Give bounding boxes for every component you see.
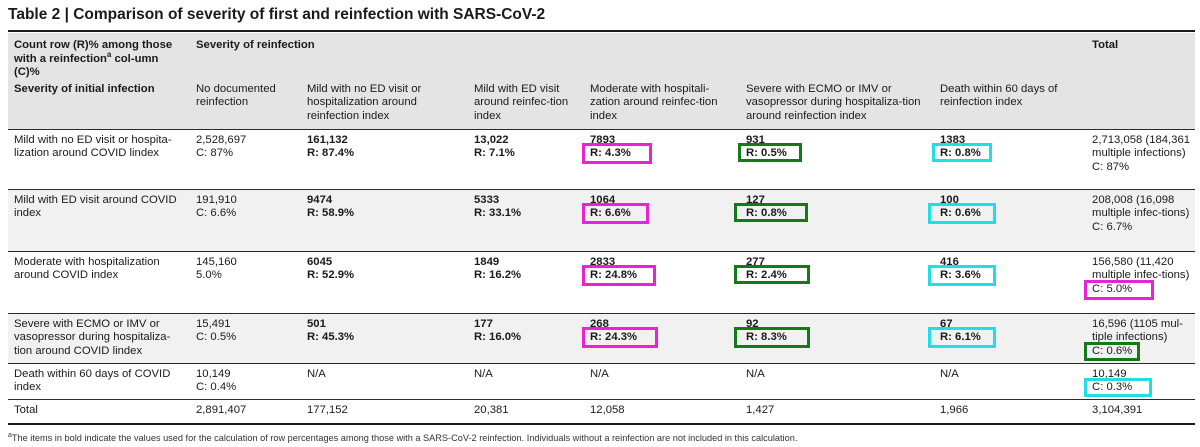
total-moderate-highlight-box — [1084, 279, 1155, 300]
col-header-no-reinfection: No documented reinfection — [190, 79, 301, 129]
cell-moderate: N/A — [584, 362, 740, 399]
moderate-highlight-box — [582, 143, 652, 164]
total-moderate: 12,058 — [584, 398, 740, 425]
cell-mild-ed: 1849 R: 16.2% — [468, 250, 584, 313]
cell-severe: 127 R: 0.8% — [734, 188, 934, 251]
cell-no-reinfection: 191,910 C: 6.6% — [190, 188, 301, 251]
col-header-total-blank — [1086, 79, 1196, 129]
table-title: Table 2 | Comparison of severity of firs… — [8, 6, 546, 23]
table-footnote: aThe items in bold indicate the values u… — [8, 431, 798, 443]
total-mild-ed: 20,381 — [468, 398, 584, 425]
severity-comparison-table: Count row (R)% among those with a reinfe… — [8, 33, 1196, 425]
cell-death: N/A — [934, 362, 1087, 399]
death-highlight-box — [928, 203, 996, 224]
cell-total: 10,149 C: 0.3% — [1084, 362, 1196, 399]
cell-total: 156,580 (11,420 multiple infec-tions) C: … — [1084, 250, 1196, 313]
totals-label: Total — [8, 398, 190, 425]
header-row-2: Severity of initial infection No documen… — [8, 79, 1196, 129]
cell-mild-no-ed: 6045 R: 52.9% — [301, 250, 468, 313]
table-row: Severe with ECMO or IMV or vasopressor d… — [8, 312, 1196, 363]
row-label: Mild with ED visit around COVID index — [8, 188, 190, 251]
cell-total: 208,008 (16,098 multiple infec-tions) C: … — [1086, 188, 1196, 251]
severe-highlight-box — [734, 327, 810, 348]
total-header: Total — [1086, 33, 1196, 80]
table-row: Mild with no ED visit or hospita-lizatio… — [8, 128, 1196, 189]
severe-highlight-box — [734, 203, 808, 222]
cell-mild-no-ed: 9474 R: 58.9% — [301, 188, 468, 251]
cell-severe: 931 R: 0.5% — [738, 128, 934, 189]
cell-no-reinfection: 10,149 C: 0.4% — [190, 362, 301, 399]
moderate-highlight-box — [582, 327, 658, 348]
cell-no-reinfection: 15,491 C: 0.5% — [190, 312, 301, 363]
cell-total: 16,596 (1105 mul-tiple infections) C: 0.6… — [1084, 312, 1196, 363]
total-no-reinfection: 2,891,407 — [190, 398, 301, 425]
reinfection-severity-header: Severity of reinfection — [190, 33, 1087, 80]
row-label: Death within 60 days of COVID index — [8, 362, 190, 399]
total-severe: 1,427 — [740, 398, 934, 425]
top-rule — [8, 30, 1195, 32]
cell-mild-no-ed: 161,132 R: 87.4% — [301, 128, 468, 189]
death-highlight-box — [932, 143, 992, 162]
col-header-mild-ed: Mild with ED visit around reinfec-tion i… — [468, 79, 584, 129]
cell-mild-ed: 13,022 R: 7.1% — [468, 128, 584, 189]
death-highlight-box — [928, 265, 996, 286]
table-row: Death within 60 days of COVID index 10,1… — [8, 362, 1196, 399]
row-label: Mild with no ED visit or hospita-lizatio… — [8, 128, 190, 189]
cell-death: 1383 R: 0.8% — [932, 128, 1087, 189]
col-header-moderate: Moderate with hospitali-zation around re… — [584, 79, 740, 129]
total-death-highlight-box — [1084, 378, 1153, 397]
corner-header: Count row (R)% among those with a reinfe… — [8, 33, 190, 80]
cell-moderate: 1064 R: 6.6% — [582, 188, 740, 251]
cell-no-reinfection: 145,160 5.0% — [190, 250, 301, 313]
col-header-death: Death within 60 days of reinfection inde… — [934, 79, 1087, 129]
cell-death: 67 R: 6.1% — [928, 312, 1087, 363]
cell-moderate: 268 R: 24.3% — [582, 312, 740, 363]
cell-severe: 92 R: 8.3% — [734, 312, 934, 363]
cell-mild-ed: 177 R: 16.0% — [468, 312, 584, 363]
cell-severe: 277 R: 2.4% — [734, 250, 934, 313]
cell-mild-ed: N/A — [468, 362, 584, 399]
cell-severe: N/A — [740, 362, 934, 399]
cell-mild-no-ed: 501 R: 45.3% — [301, 312, 468, 363]
col-header-mild-no-ed: Mild with no ED visit or hospitalization… — [301, 79, 468, 129]
initial-infection-header: Severity of initial infection — [8, 79, 190, 129]
cell-mild-ed: 5333 R: 33.1% — [468, 188, 584, 251]
death-highlight-box — [928, 327, 996, 348]
moderate-highlight-box — [582, 265, 656, 286]
cell-no-reinfection: 2,528,697 C: 87% — [190, 128, 301, 189]
cell-death: 100 R: 0.6% — [928, 188, 1087, 251]
cell-death: 416 R: 3.6% — [928, 250, 1087, 313]
cell-moderate: 2833 R: 24.8% — [582, 250, 740, 313]
total-mild-no-ed: 177,152 — [301, 398, 468, 425]
moderate-highlight-box — [582, 203, 649, 224]
col-header-severe: Severe with ECMO or IMV or vasopressor d… — [740, 79, 934, 129]
table-row: Mild with ED visit around COVID index 19… — [8, 188, 1196, 251]
header-row-1: Count row (R)% among those with a reinfe… — [8, 33, 1196, 80]
total-severe-highlight-box — [1084, 341, 1141, 361]
severe-highlight-box — [734, 265, 810, 284]
severe-highlight-box — [738, 143, 802, 162]
grand-total: 3,104,391 — [1086, 398, 1196, 425]
cell-total: 2,713,058 (184,361 multiple infections) C… — [1086, 128, 1196, 189]
total-death: 1,966 — [934, 398, 1087, 425]
cell-moderate: 7893 R: 4.3% — [582, 128, 740, 189]
row-label: Moderate with hospitalization around COV… — [8, 250, 190, 313]
cell-mild-no-ed: N/A — [301, 362, 468, 399]
table-row: Moderate with hospitalization around COV… — [8, 250, 1196, 313]
totals-row: Total 2,891,407 177,152 20,381 12,058 1,… — [8, 398, 1196, 425]
row-label: Severe with ECMO or IMV or vasopressor d… — [8, 312, 190, 363]
